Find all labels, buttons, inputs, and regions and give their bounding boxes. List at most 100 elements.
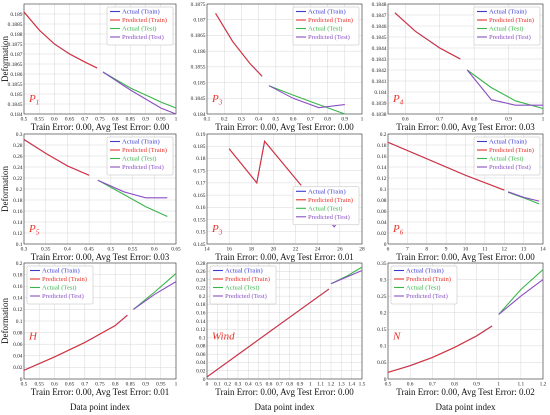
legend-entry: Predicted (Test) [489, 164, 531, 171]
y-tick-label: 0.18 [196, 302, 206, 308]
legend-entry: Predicted (Test) [122, 164, 164, 171]
subplot-8: 0 0.1 0.2 0.3 0.4 0.5 0.6 0.7 0.8 0.9 1 1.1 1.2 1.3 1.… [196, 261, 366, 412]
y-tick-label: 0.08 [13, 330, 23, 336]
legend-entry: Actual (Train) [225, 268, 263, 275]
y-tick-label: 0.1841 [372, 79, 387, 85]
x-tick-label: 0.5 [255, 382, 262, 388]
y-tick-label: 0.1 [199, 335, 206, 341]
legend-entry: Actual (Train) [308, 188, 346, 195]
y-tick-label: 0.2 [380, 311, 387, 317]
y-tick-label: 0.155 [193, 217, 205, 223]
y-tick-label: 0.14 [377, 165, 387, 171]
x-tick-label: 0.5 [273, 117, 280, 123]
x-tick-label: 1 [175, 382, 178, 388]
panel-title: Train Error: 0.00, Avg Test Error: 0.03 [396, 122, 535, 132]
x-tick-label: 0.3 [238, 117, 245, 123]
y-tick-label: 0.14 [196, 319, 206, 325]
legend-entry: Actual (Test) [225, 285, 260, 292]
legend-entry: Predicted (Test) [308, 214, 350, 221]
legend-entry: Actual (Train) [308, 9, 346, 16]
x-tick-label: 14 [204, 247, 210, 253]
legend-box [390, 265, 458, 305]
x-tick-label: 0.9 [341, 117, 348, 123]
x-tick-label: 8 [425, 247, 428, 253]
panel-label: P1 [28, 93, 39, 107]
plot-frame [23, 262, 177, 380]
y-tick-label: 0.145 [193, 242, 205, 248]
legend-entry: Actual (Test) [122, 26, 157, 33]
y-tick-label: 0.16 [196, 205, 206, 211]
y-axis-label: Deformation [0, 166, 10, 212]
legend: Actual (Train)Predicted (Train) Actual (T… [473, 136, 541, 176]
x-tick-label: 14 [540, 247, 546, 253]
y-tick-label: 0.1838 [372, 112, 387, 118]
plot-frame [23, 3, 177, 115]
x-tick-label: 0.75 [95, 117, 105, 123]
x-tick-label: 0.9 [142, 117, 149, 123]
x-axis-label: Data point index [436, 402, 496, 412]
x-tick-label: 0.1 [214, 382, 221, 388]
y-tick-label: 0.184 [374, 90, 386, 96]
panel-title: Train Error: 0.00, Avg Test Error: 0.01 [31, 387, 169, 397]
x-tick-label: 1 [309, 382, 312, 388]
y-tick-label: 0.14 [13, 296, 23, 302]
x-tick-label: 0.95 [156, 117, 166, 123]
panel-title: Train Error: 0.00, Avg Test Error: 0.00 [215, 387, 354, 397]
series-line-predicted-train [23, 314, 128, 371]
x-axis-label: Data point index [70, 402, 130, 412]
y-tick-label: 0.2 [16, 261, 23, 267]
y-tick-label: 0.3 [380, 277, 387, 283]
y-tick-label: 0.18 [196, 156, 206, 162]
x-tick-label: 0.2 [224, 382, 231, 388]
plot-frame [206, 3, 363, 115]
y-tick-label: 0.185 [10, 92, 22, 98]
series-line-actual-test [97, 179, 168, 218]
panel-title: Train Error: 0.00, Avg Test Error: 0.01 [215, 252, 353, 262]
legend: Actual (Train)Predicted (Train) Actual (T… [292, 6, 360, 46]
x-tick-label: 6 [387, 247, 390, 253]
series-line-predicted-train [23, 11, 98, 69]
y-tick-label: 0.35 [377, 261, 387, 267]
x-tick-label: 0.55 [128, 247, 138, 253]
x-tick-label: 0.45 [84, 247, 94, 253]
y-tick-label: 0.1855 [191, 65, 206, 71]
y-tick-label: 0.18 [377, 143, 387, 149]
panel-title: Train Error: 0.00, Avg Test Error: 0.00 [215, 122, 354, 132]
legend-entry: Predicted (Test) [308, 34, 350, 41]
legend-box [292, 6, 360, 46]
y-tick-label: 0 [20, 377, 23, 383]
y-tick-label: 0.3 [16, 132, 23, 138]
panel-title: Train Error: 0.00, Avg Test Error: 0.02 [396, 387, 534, 397]
y-tick-label: 0.18 [13, 272, 23, 278]
x-tick-label: 0.9 [142, 382, 149, 388]
x-tick-label: 0.4 [245, 382, 252, 388]
x-tick-label: 0.8 [112, 117, 119, 123]
y-tick-label: 0.12 [377, 176, 387, 182]
x-tick-label: 0.6 [407, 382, 414, 388]
y-tick-label: 0.02 [377, 231, 387, 237]
legend: Actual (Train)Predicted (Train) Actual (T… [26, 265, 94, 305]
series-line-predicted-train [206, 288, 330, 378]
y-tick-label: 0.04 [13, 354, 23, 360]
y-tick-label: 0.08 [196, 344, 206, 350]
y-tick-label: 0.165 [193, 193, 205, 199]
panel-label: Wind [212, 331, 235, 343]
series-line-predicted-test [102, 71, 177, 115]
x-tick-label: 12 [502, 247, 508, 253]
x-tick-label: 1.4 [348, 382, 355, 388]
y-tick-label: 0.12 [196, 327, 206, 333]
panel-label: H [28, 331, 38, 343]
y-tick-label: 0.06 [377, 209, 387, 215]
y-tick-label: 0.16 [13, 209, 23, 215]
x-tick-label: 0.6 [266, 382, 273, 388]
y-tick-label: 0.185 [193, 144, 205, 150]
x-tick-label: 0.6 [151, 247, 158, 253]
x-tick-label: 1 [361, 117, 364, 123]
y-tick-label: 0.2 [16, 187, 23, 193]
y-tick-label: 0.28 [196, 261, 206, 267]
x-tick-label: 0.9 [473, 382, 480, 388]
x-tick-label: 0.75 [95, 382, 105, 388]
x-tick-label: 0.2 [221, 117, 228, 123]
legend: Actual (Train)Predicted (Train) Actual (T… [106, 136, 174, 176]
